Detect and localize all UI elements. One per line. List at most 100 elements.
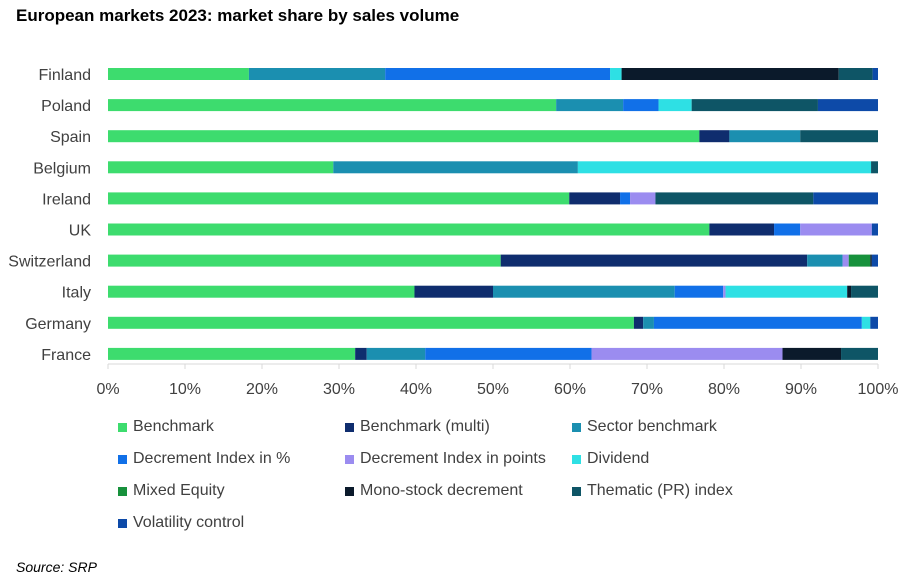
category-label: Italy <box>62 285 91 302</box>
bar-segment <box>872 68 878 80</box>
legend-label: Dividend <box>587 450 650 467</box>
category-label: UK <box>69 223 92 240</box>
category-label: Switzerland <box>8 254 91 271</box>
bar-segment <box>623 99 659 112</box>
legend-label: Sector benchmark <box>587 418 717 435</box>
bar-segment <box>108 192 570 205</box>
bar-segment <box>870 316 878 329</box>
legend-item: Thematic (PR) index <box>572 482 733 500</box>
category-label: France <box>41 347 91 364</box>
legend-swatch <box>118 518 127 528</box>
bar-segment <box>871 223 878 236</box>
legend-label: Benchmark (multi) <box>360 418 490 435</box>
legend-label: Mono-stock decrement <box>360 482 523 499</box>
bar-segment <box>842 254 849 267</box>
bar-segment <box>108 347 356 360</box>
x-tick-label: 70% <box>631 381 663 398</box>
legend-item: Benchmark (multi) <box>345 418 490 436</box>
bar-segment <box>630 192 656 205</box>
stacked-bar-chart: Finland Poland Spain Belgium Ireland UK Switze… <box>8 67 899 398</box>
legend-item: Decrement Index in points <box>345 450 546 468</box>
legend-label: Mixed Equity <box>133 482 225 499</box>
bar-segment <box>425 347 592 360</box>
legend-label: Benchmark <box>133 418 214 435</box>
category-label: Finland <box>39 67 91 84</box>
x-tick-label: 10% <box>169 381 201 398</box>
bar-segment <box>861 316 871 329</box>
x-tick-label: 30% <box>323 381 355 398</box>
bar-segment <box>729 130 801 143</box>
legend-swatch <box>572 454 581 464</box>
x-tick-label: 90% <box>785 381 817 398</box>
bar-segment <box>108 285 415 298</box>
bar-segment <box>108 223 710 236</box>
x-tick-label: 50% <box>477 381 509 398</box>
bar-segment <box>108 68 249 80</box>
bar-segment <box>621 68 839 80</box>
bar-segment <box>493 285 675 298</box>
legend-item: Decrement Index in % <box>118 450 290 468</box>
bar-segment <box>633 316 644 329</box>
bar-segment <box>620 192 631 205</box>
bar-segment <box>248 68 386 80</box>
bar-segment <box>871 254 878 267</box>
legend-label: Volatility control <box>133 514 245 531</box>
bar-segment <box>658 99 692 112</box>
legend-item: Mono-stock decrement <box>345 482 523 500</box>
bar-segment <box>800 130 878 143</box>
legend-item: Sector benchmark <box>572 418 717 436</box>
legend-swatch <box>118 454 127 464</box>
bar-segment <box>782 347 842 360</box>
legend-item: Mixed Equity <box>118 482 225 500</box>
bar-segment <box>774 223 801 236</box>
bar-segment <box>108 99 557 112</box>
bar-segment <box>691 99 818 112</box>
x-tick-label: 60% <box>554 381 586 398</box>
bar-segment <box>817 99 878 112</box>
category-label: Ireland <box>42 191 91 208</box>
bar-segment <box>847 285 852 298</box>
bar-segment <box>577 161 872 174</box>
legend-label: Thematic (PR) index <box>587 482 733 499</box>
legend-swatch <box>118 486 127 496</box>
legend-label: Decrement Index in % <box>133 450 291 467</box>
x-tick-label: 40% <box>400 381 432 398</box>
legend-item: Dividend <box>572 450 649 468</box>
x-tick-label: 20% <box>246 381 278 398</box>
bar-segment <box>610 68 622 80</box>
bar-segment <box>723 285 726 298</box>
x-tick-label: 80% <box>708 381 740 398</box>
legend-swatch <box>118 422 127 432</box>
bar-segment <box>653 316 862 329</box>
bar-segment <box>807 254 843 267</box>
legend-swatch <box>572 422 581 432</box>
legend-label: Decrement Index in points <box>360 450 546 467</box>
bar-segment <box>838 68 873 80</box>
bar-segment <box>414 285 493 298</box>
legend-swatch <box>572 486 581 496</box>
category-label: Spain <box>50 129 91 146</box>
bar-segment <box>813 192 878 205</box>
chart-title: European markets 2023: market share by s… <box>16 6 460 25</box>
category-label: Poland <box>41 98 91 115</box>
category-label: Belgium <box>33 160 91 177</box>
x-tick-label: 100% <box>858 381 899 398</box>
bar-segment <box>655 192 814 205</box>
legend-item: Benchmark <box>118 418 214 436</box>
legend-swatch <box>345 422 354 432</box>
x-tick-label: 0% <box>96 381 119 398</box>
bar-segment <box>699 130 730 143</box>
category-label: Germany <box>25 316 91 333</box>
bar-segment <box>871 161 878 174</box>
bar-segment <box>643 316 654 329</box>
bar-segment <box>333 161 578 174</box>
bar-segment <box>674 285 724 298</box>
bar-segment <box>108 316 634 329</box>
legend-swatch <box>345 454 354 464</box>
bar-segment <box>848 254 871 267</box>
bar-segment <box>569 192 621 205</box>
bar-segment <box>841 347 878 360</box>
bar-segment <box>725 285 848 298</box>
bar-segment <box>851 285 878 298</box>
bar-segment <box>870 254 872 267</box>
